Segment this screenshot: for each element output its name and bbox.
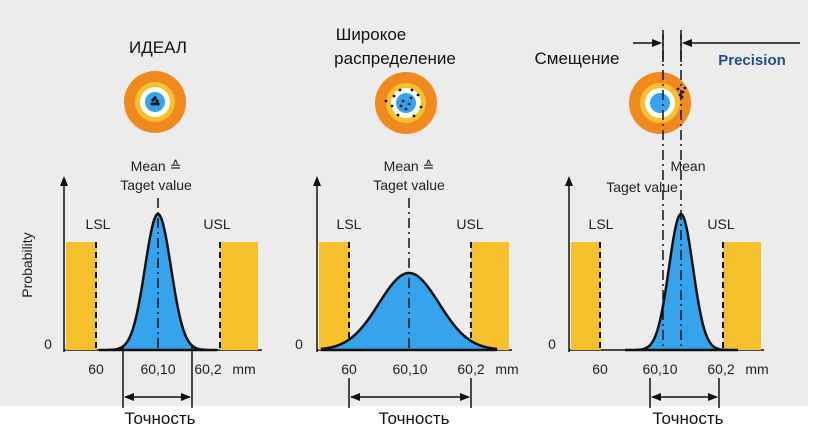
- lsl-label: LSL: [337, 216, 362, 232]
- mean-label: Mean ≙: [384, 158, 435, 174]
- target-icon: [375, 72, 437, 134]
- distribution-curve: [625, 212, 738, 352]
- zero-label: 0: [44, 336, 52, 352]
- lower-tolerance-zone: [571, 242, 601, 350]
- target-icon: [124, 71, 186, 133]
- target-value-label: Taget value: [120, 177, 192, 193]
- lower-tolerance-zone: [66, 242, 97, 350]
- zero-label: 0: [295, 336, 303, 352]
- target-value-label: Taget value: [373, 177, 445, 193]
- upper-tolerance-zone: [220, 242, 258, 350]
- accuracy-label: Точность: [653, 409, 724, 428]
- panel-title-line2: распределение: [334, 49, 456, 68]
- distribution-curve: [320, 271, 498, 352]
- upper-tolerance-zone: [723, 242, 761, 350]
- mean-label: Mean ≙: [131, 158, 182, 174]
- y-axis-arrow: [313, 176, 321, 186]
- x-tick-60: 60: [88, 361, 104, 377]
- usl-label: USL: [203, 216, 230, 232]
- x-tick-60-10: 60,10: [642, 361, 677, 377]
- target-value-label: Taget value: [606, 179, 678, 195]
- x-tick-60: 60: [341, 361, 357, 377]
- upper-tolerance-zone: [471, 242, 509, 350]
- panel-title-line1: Широкое: [336, 25, 407, 44]
- unit-label: mm: [232, 361, 255, 377]
- panel-wide: Широкое распределение Mean ≙ Taget value: [295, 25, 519, 428]
- precision-label: Precision: [718, 52, 786, 69]
- unit-label: mm: [745, 361, 768, 377]
- x-tick-60-2: 60,2: [194, 361, 221, 377]
- zero-label: 0: [548, 336, 556, 352]
- target-icon: [629, 72, 691, 134]
- usl-label: USL: [456, 216, 483, 232]
- y-axis-arrow: [565, 176, 573, 186]
- panel-title: Смещение: [534, 49, 619, 68]
- x-tick-60-2: 60,2: [457, 361, 484, 377]
- y-axis-arrow: [60, 176, 68, 186]
- x-tick-60: 60: [592, 361, 608, 377]
- panel-shift: Смещение Precision Mean Taget value 0: [534, 30, 800, 428]
- x-tick-60-2: 60,2: [707, 361, 734, 377]
- lsl-label: LSL: [86, 216, 111, 232]
- y-axis-label: Probability: [19, 232, 35, 297]
- x-tick-60-10: 60,10: [140, 361, 175, 377]
- unit-label: mm: [495, 361, 518, 377]
- lower-tolerance-zone: [319, 242, 350, 350]
- panel-title: ИДЕАЛ: [129, 38, 187, 57]
- accuracy-label: Точность: [125, 409, 196, 428]
- lsl-label: LSL: [589, 216, 614, 232]
- panel-ideal: ИДЕАЛ Mean ≙ Taget value 0 LSL: [44, 38, 262, 428]
- accuracy-label: Точность: [379, 409, 450, 428]
- x-tick-60-10: 60,10: [392, 361, 427, 377]
- usl-label: USL: [707, 216, 734, 232]
- mean-label: Mean: [670, 158, 705, 174]
